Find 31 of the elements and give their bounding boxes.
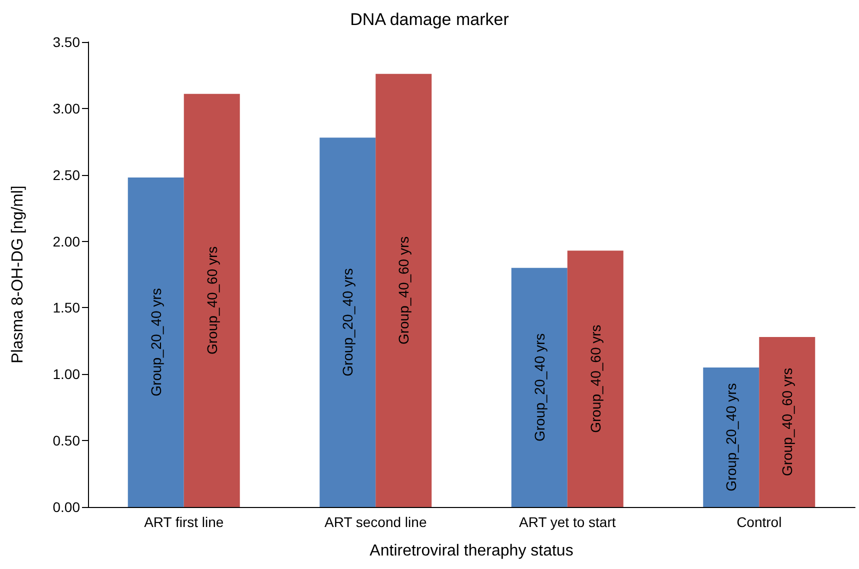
x-tick-label: ART first line xyxy=(144,514,224,530)
y-tick-label: 2.00 xyxy=(52,233,80,250)
bar xyxy=(759,336,816,507)
y-axis-title: Plasma 8-OH-DG [ng/ml] xyxy=(10,186,26,364)
x-tick-label: ART yet to start xyxy=(519,514,616,530)
x-axis-title: Antiretroviral theraphy status xyxy=(370,542,574,560)
text: Group_40_60 yrs xyxy=(779,368,796,476)
y-tick-label: 1.00 xyxy=(52,366,80,382)
chart-title: DNA damage marker xyxy=(350,10,510,29)
series-label: Group_40_60 yrs xyxy=(204,246,220,354)
text: Group_20_40 yrs xyxy=(340,268,356,376)
text: Group_20_40 yrs xyxy=(531,333,548,442)
x-tick-label: ART second line xyxy=(324,514,427,530)
series-label: Group_20_40 yrs xyxy=(723,383,740,492)
bar xyxy=(376,74,432,507)
y-tick-label: 3.00 xyxy=(52,100,80,116)
text: Group_40_60 yrs xyxy=(587,324,604,433)
bar xyxy=(128,178,184,507)
text: Group_40_60 yrs xyxy=(396,236,412,345)
y-tick-label: 0.50 xyxy=(52,432,80,449)
y-tick-label: 2.50 xyxy=(52,166,80,183)
bar xyxy=(567,250,624,507)
text: Group_20_40 yrs xyxy=(148,288,164,396)
bar xyxy=(703,368,760,507)
x-tick-label: Control xyxy=(736,514,782,530)
y-tick-label: 1.50 xyxy=(52,300,80,316)
bar xyxy=(184,94,240,507)
bar xyxy=(511,268,568,507)
y-tick-label: 3.50 xyxy=(52,34,80,50)
y-tick-label: 0.00 xyxy=(52,499,80,515)
bar xyxy=(320,138,376,507)
